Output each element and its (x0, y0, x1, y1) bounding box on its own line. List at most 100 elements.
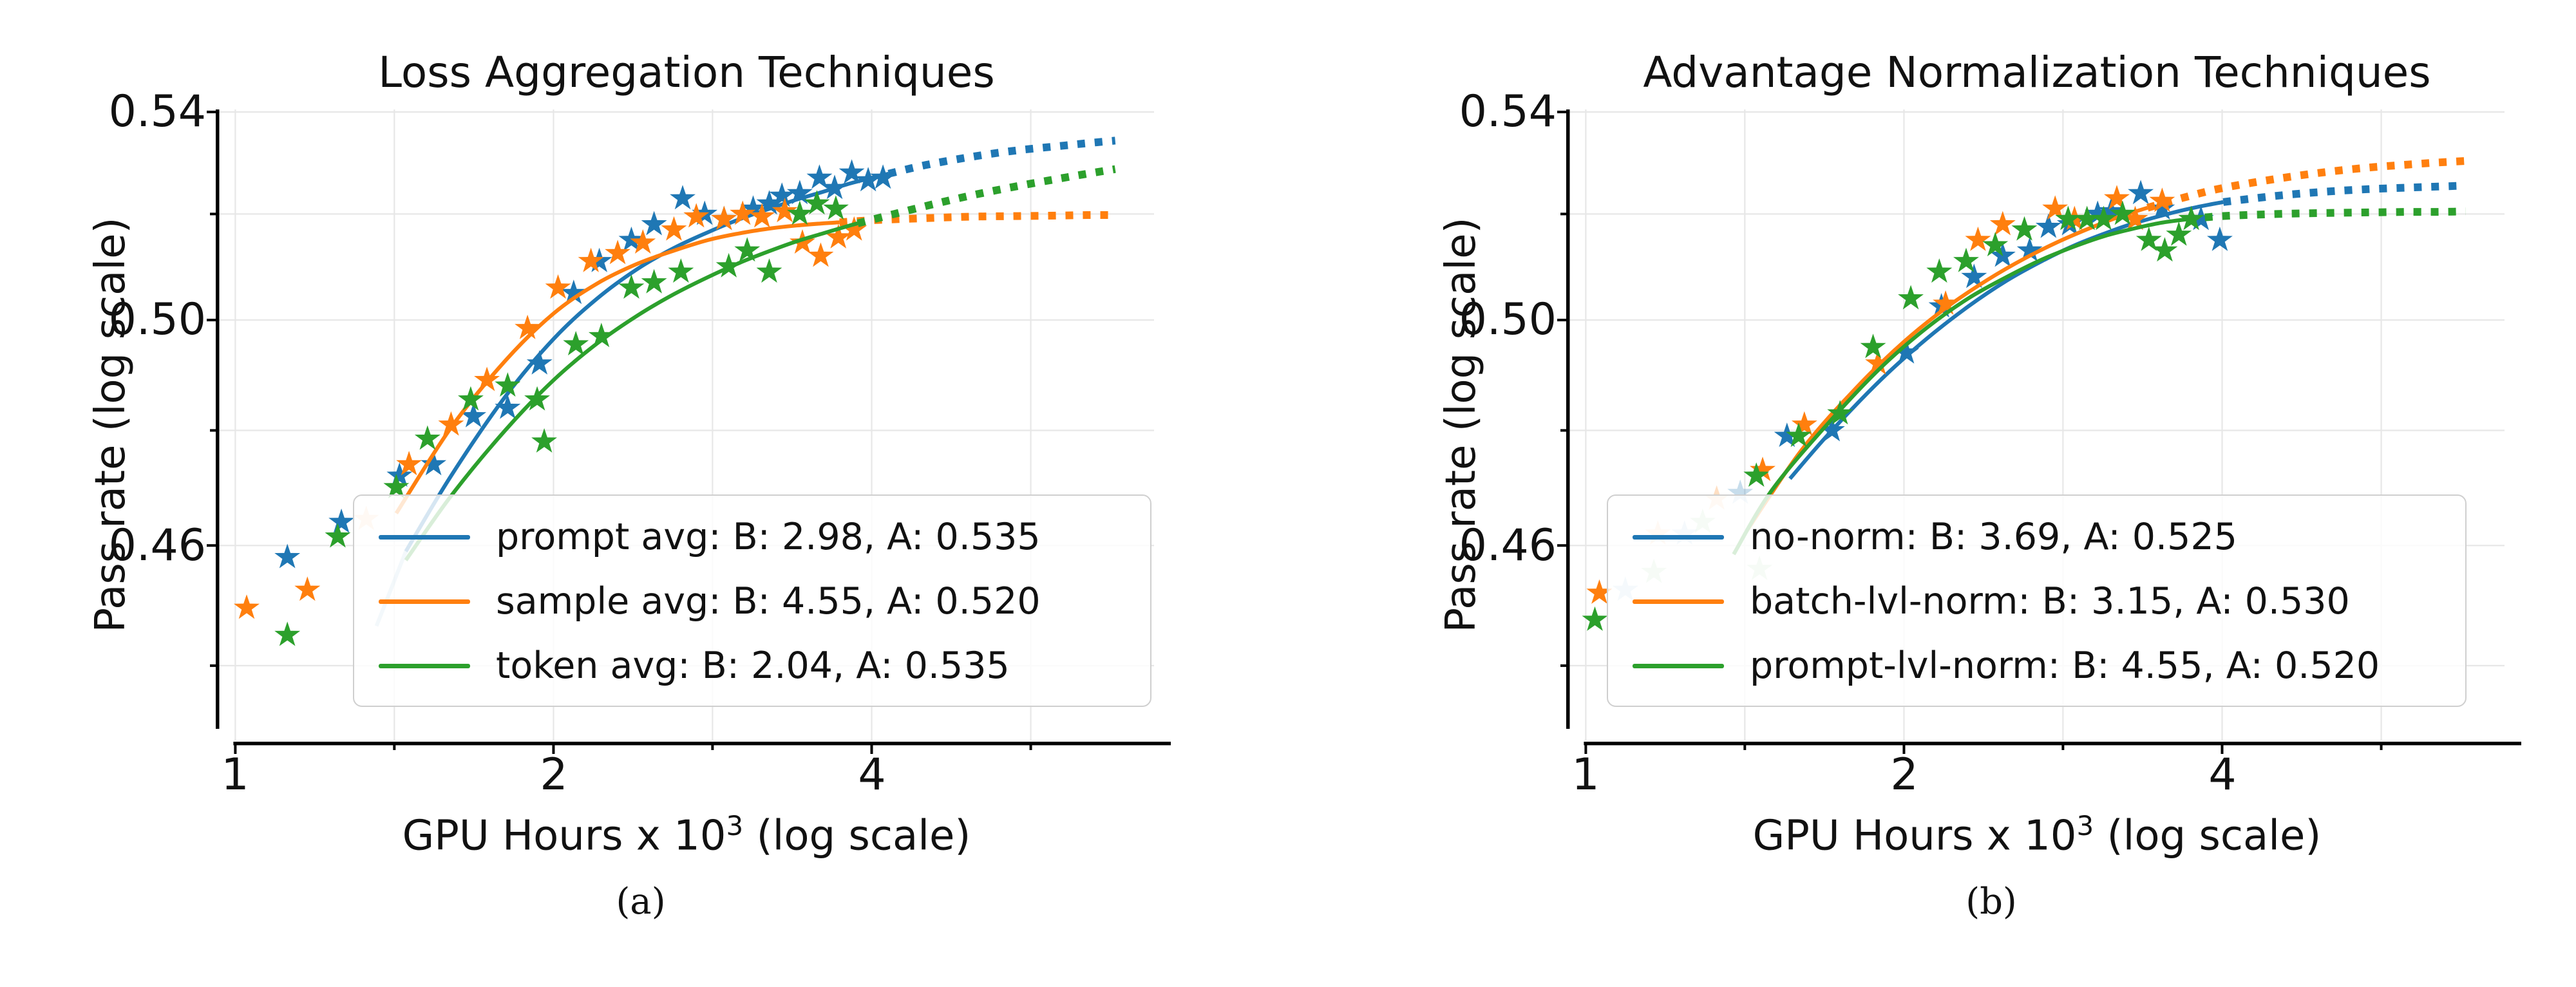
x-axis-label-suffix: (log scale) (743, 812, 971, 860)
x-axis-label-left: GPU Hours x 103 (log scale) (402, 810, 971, 860)
data-point-star (2136, 226, 2162, 251)
x-tick-label: 1 (221, 749, 249, 800)
chart-title-left: Loss Aggregation Techniques (378, 48, 995, 97)
legend-line-swatch (379, 663, 470, 668)
data-point-star (1774, 422, 1800, 447)
data-point-star (1953, 247, 1979, 272)
data-point-star (421, 451, 447, 476)
data-point-star (1750, 456, 1776, 482)
data-point-star (2207, 226, 2233, 251)
data-point-star (274, 621, 301, 646)
fit-line-solid (1788, 200, 2224, 480)
data-point-star (641, 268, 667, 294)
series-batch-lvl-norm (1586, 157, 2467, 604)
legend-line-swatch (379, 534, 470, 540)
data-point-star (2016, 237, 2043, 262)
data-point-star (2090, 205, 2117, 230)
y-tick-label: 0.50 (108, 294, 206, 345)
subfigure-caption-a: (a) (616, 881, 666, 923)
legend-item-sample-avg: sample avg: B: 4.55, A: 0.520 (354, 569, 1150, 634)
y-tick-label: 0.46 (1459, 520, 1557, 571)
data-point-star (1982, 232, 2009, 257)
data-point-star (1819, 417, 1845, 442)
data-point-star (588, 323, 614, 348)
data-point-star (786, 200, 813, 225)
data-point-star-faded (1727, 479, 1754, 504)
data-point-star (2011, 216, 2038, 241)
data-point-star (730, 200, 756, 225)
data-point-star (2074, 205, 2100, 230)
legend-line-swatch (1633, 599, 1724, 604)
data-point-star (460, 402, 487, 428)
data-point-star (2104, 185, 2130, 210)
legend-label: sample avg: B: 4.55, A: 0.520 (496, 580, 1041, 623)
data-point-star (531, 428, 557, 453)
series-prompt-lvl-norm (1582, 200, 2466, 631)
data-point-star (841, 216, 867, 241)
data-point-star (618, 274, 645, 299)
data-point-star (756, 190, 782, 215)
data-point-star (495, 394, 521, 419)
data-point-star (1965, 226, 1991, 251)
x-tick-label: 4 (858, 749, 886, 800)
legend-label: batch-lvl-norm: B: 3.15, A: 0.530 (1750, 580, 2350, 623)
data-point-star (396, 451, 422, 476)
data-point-star (605, 240, 630, 265)
data-point-star (683, 203, 710, 228)
data-point-star (438, 411, 464, 436)
fit-line-extrapolated-dotted (2146, 157, 2467, 212)
data-point-star (715, 252, 742, 277)
legend-line-swatch (1633, 534, 1724, 540)
data-point-star (1786, 422, 1812, 447)
data-point-star (2149, 195, 2175, 220)
data-point-star (1989, 242, 2016, 267)
legend-line-swatch (379, 599, 470, 604)
data-point-star (1933, 290, 1959, 315)
data-point-star (823, 195, 849, 220)
legend-item-prompt-avg: prompt avg: B: 2.98, A: 0.535 (354, 505, 1150, 569)
data-point-star (749, 203, 775, 228)
data-point-star (515, 314, 541, 339)
axis-ticks (207, 110, 1032, 754)
x-tick-label: 1 (1571, 749, 1600, 800)
data-point-star (641, 211, 667, 236)
x-axis-label-right: GPU Hours x 103 (log scale) (1753, 810, 2322, 860)
data-point-star (2085, 200, 2111, 225)
legend-label: token avg: B: 2.04, A: 0.535 (496, 644, 1010, 687)
data-point-star (740, 195, 766, 220)
data-point-star (234, 594, 260, 619)
data-point-star (458, 386, 484, 411)
axis-spines (1566, 109, 2521, 746)
data-point-star (495, 372, 521, 397)
data-point-star (563, 331, 589, 355)
data-point-star (1898, 285, 1924, 310)
data-point-star (2188, 205, 2214, 230)
data-point-star (1989, 211, 2016, 236)
data-point-star (325, 523, 351, 548)
legend-label: prompt-lvl-norm: B: 4.55, A: 0.520 (1750, 644, 2380, 687)
data-point-star (838, 159, 865, 184)
data-point-star (855, 167, 882, 192)
data-point-star (1961, 263, 1987, 288)
data-point-star (870, 164, 896, 189)
x-tick-label: 2 (1890, 749, 1918, 800)
x-axis-label-exponent: 3 (726, 810, 744, 841)
data-point-star (786, 180, 813, 205)
data-point-star (769, 182, 795, 207)
data-point-star (711, 205, 737, 230)
y-tick-label: 0.54 (1459, 86, 1557, 137)
data-point-star (2152, 237, 2178, 262)
data-point-star (804, 190, 830, 215)
data-point-star (526, 350, 553, 375)
x-tick-label: 2 (540, 749, 568, 800)
data-point-star (545, 274, 571, 299)
data-point-star (2035, 213, 2061, 238)
data-point-star (386, 462, 413, 487)
data-point-star (661, 216, 687, 241)
fit-line-extrapolated-dotted (2187, 207, 2466, 223)
x-axis-label-text: GPU Hours x 10 (1752, 812, 2077, 860)
data-point-star (825, 223, 851, 249)
legend-right: no-norm: B: 3.69, A: 0.525 batch-lvl-nor… (1607, 494, 2467, 707)
data-point-star (2042, 195, 2069, 220)
data-point-star (630, 229, 656, 254)
